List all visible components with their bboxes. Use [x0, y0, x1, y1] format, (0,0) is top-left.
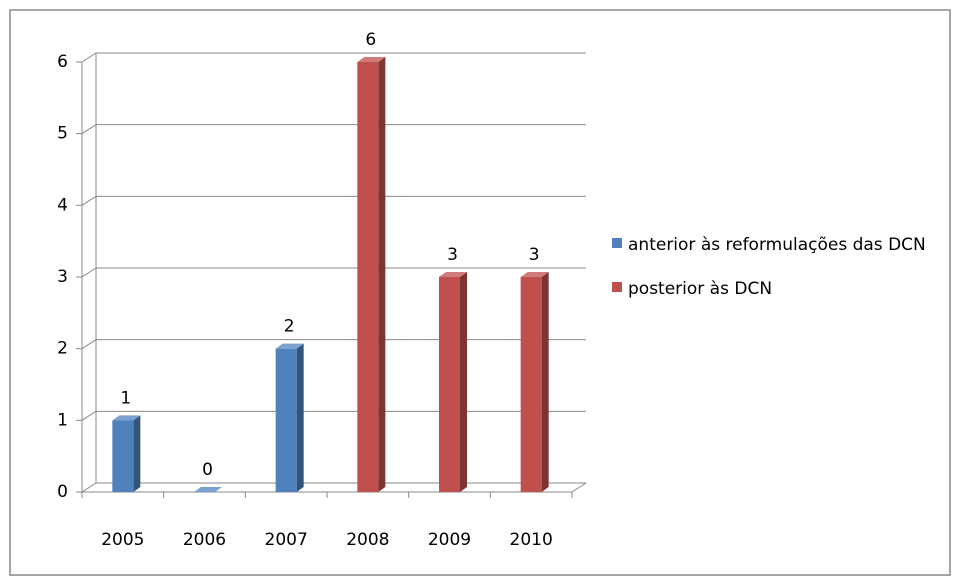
y-tick-label: 0: [57, 482, 68, 502]
x-tick-label: 2010: [510, 530, 553, 550]
data-label: 2: [284, 317, 295, 337]
legend-swatch: [612, 282, 622, 292]
grid-line: [81, 267, 97, 278]
data-label: 1: [120, 388, 131, 408]
grid-line: [81, 124, 97, 135]
bar-top: [112, 415, 141, 421]
bar-side: [460, 272, 467, 492]
chart-border: [9, 9, 951, 576]
legend-item: posterior às DCN: [612, 276, 942, 302]
data-label: 3: [529, 245, 540, 265]
data-label: 0: [202, 460, 213, 480]
legend-item: anterior às reformulações das DCN: [612, 232, 942, 258]
bar-side: [296, 343, 304, 492]
grid-line: [81, 482, 97, 493]
y-tick-label: 5: [57, 124, 68, 144]
bar: [112, 420, 134, 492]
y-tick-label: 3: [57, 267, 68, 287]
y-tick-label: 2: [57, 339, 68, 359]
bar-top: [194, 487, 222, 492]
x-tick-label: 2009: [428, 530, 471, 550]
x-tick-label: 2008: [346, 530, 389, 550]
grid-line: [81, 52, 97, 63]
data-label: 6: [365, 30, 376, 50]
x-tick-label: 2005: [101, 530, 144, 550]
legend-swatch: [612, 238, 622, 248]
bar: [275, 348, 297, 492]
legend-label: anterior às reformulações das DCN: [628, 235, 926, 255]
x-tick-label: 2007: [265, 530, 308, 550]
bar-top: [520, 272, 549, 277]
bar: [357, 62, 379, 492]
bar-side: [541, 272, 549, 492]
bar-top: [275, 343, 304, 349]
bar-top: [357, 57, 386, 62]
axis: [571, 482, 587, 493]
data-label: 3: [447, 245, 458, 265]
grid-line: [81, 410, 97, 421]
grid-line: [81, 339, 97, 350]
bar: [520, 277, 542, 492]
bar-top: [439, 272, 467, 277]
legend: anterior às reformulações das DCN posteri…: [612, 232, 942, 320]
bar: [439, 277, 460, 492]
bar-side: [133, 415, 141, 492]
legend-label: posterior às DCN: [628, 279, 773, 299]
y-tick-label: 6: [57, 52, 68, 72]
y-tick-label: 4: [57, 195, 68, 215]
x-tick-label: 2006: [183, 530, 226, 550]
y-tick-label: 1: [57, 410, 68, 430]
grid-line: [81, 195, 97, 206]
bar-side: [378, 57, 386, 492]
